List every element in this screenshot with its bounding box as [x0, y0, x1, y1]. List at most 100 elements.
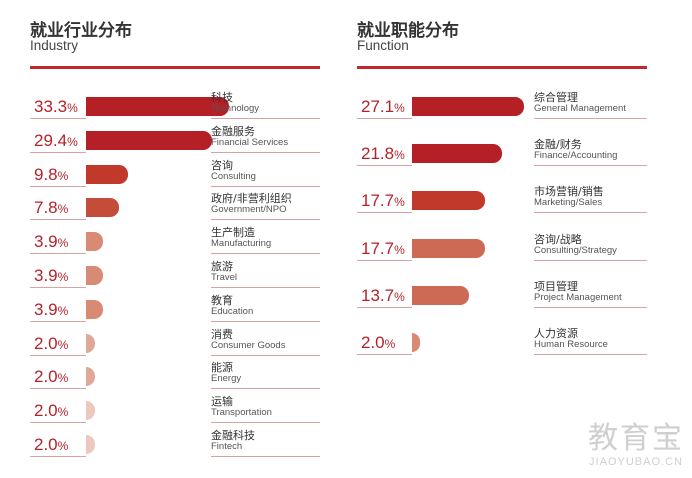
category-label-cn: 消费 [211, 327, 233, 341]
category-label-cn: 咨询 [211, 158, 233, 172]
function-row: 17.7% 市场营销/销售 Marketing/Sales [357, 185, 647, 216]
function-row: 27.1% 综合管理 General Management [357, 91, 647, 122]
category-label-en: Consulting/Strategy [534, 244, 617, 256]
data-label: 3.9% [34, 231, 68, 254]
row-divider [211, 151, 320, 153]
function-row: 17.7% 咨询/战略 Consulting/Strategy [357, 233, 647, 264]
data-label-value: 2.0 [361, 333, 385, 352]
row-divider [534, 259, 647, 261]
category-label-cn: 能源 [211, 361, 233, 375]
data-label: 2.0% [34, 400, 68, 423]
data-label-unit: % [57, 202, 69, 217]
row-divider [211, 219, 320, 221]
category-label-cn: 金融/财务 [534, 138, 582, 152]
data-label-value: 17.7 [361, 238, 395, 258]
industry-row: 9.8% 咨询 Consulting [30, 159, 320, 190]
bar [412, 97, 524, 116]
data-label: 33.3% [34, 96, 78, 119]
industry-subtitle: Industry [30, 38, 79, 53]
data-label-value: 7.8 [34, 198, 58, 218]
category-label-cn: 旅游 [211, 260, 233, 273]
category-label-cn: 生产制造 [211, 226, 255, 240]
bar [86, 367, 95, 387]
bar [412, 144, 503, 164]
data-label-unit: % [67, 101, 78, 115]
row-divider [211, 118, 320, 119]
data-label: 17.7% [361, 190, 405, 213]
category-label-cn: 教育 [211, 293, 233, 307]
bar [412, 333, 421, 352]
row-divider [534, 212, 647, 214]
bar [86, 435, 95, 454]
category-label-cn: 政府/非营利组织 [211, 192, 292, 206]
category-label-en: Human Resource [534, 339, 608, 350]
data-label-unit: % [57, 303, 69, 318]
data-label-value: 29.4 [34, 130, 68, 150]
industry-row: 2.0% 能源 Energy [30, 361, 320, 392]
data-label-value: 21.8 [361, 144, 395, 164]
bar [86, 401, 95, 421]
industry-row: 2.0% 金融科技 Fintech [30, 429, 320, 460]
data-label-value: 17.7 [361, 191, 395, 211]
data-label-value: 2.0 [34, 367, 58, 387]
row-divider [211, 287, 320, 288]
data-label-unit: % [394, 101, 405, 115]
function-subtitle: Function [357, 38, 409, 53]
category-label-en: Education [211, 305, 254, 317]
category-label-cn: 运输 [211, 395, 233, 409]
data-label: 7.8% [34, 197, 68, 220]
data-label: 9.8% [34, 164, 68, 187]
industry-row: 3.9% 生产制造 Manufacturing [30, 226, 320, 257]
data-label-unit: % [57, 270, 69, 284]
category-label-en: Energy [211, 373, 242, 385]
row-divider [30, 185, 86, 187]
category-label-en: Transportation [211, 407, 272, 419]
data-label-unit: % [394, 242, 405, 257]
data-label: 29.4% [34, 130, 78, 153]
category-label-en: Finance/Accounting [534, 150, 618, 162]
row-divider [30, 287, 86, 288]
row-divider [534, 306, 647, 308]
category-label-en: Government/NPO [211, 204, 287, 216]
category-label-en: Fintech [211, 441, 243, 452]
row-divider [211, 320, 320, 322]
data-label-unit: % [394, 195, 405, 210]
row-divider [30, 320, 86, 322]
industry-title: 就业行业分布 [30, 21, 132, 41]
row-divider [211, 422, 320, 424]
bar [86, 232, 103, 252]
row-divider [357, 259, 412, 261]
row-divider [30, 219, 86, 221]
bar [412, 238, 486, 258]
row-divider [357, 354, 412, 355]
data-label: 2.0% [34, 366, 68, 389]
category-label-cn: 金融科技 [211, 429, 255, 442]
bar [86, 97, 229, 116]
row-divider [357, 212, 412, 214]
industry-top-rule [30, 66, 320, 69]
data-label-unit: % [57, 371, 69, 386]
function-top-rule [357, 66, 647, 69]
industry-row: 2.0% 运输 Transportation [30, 395, 320, 426]
bar [86, 198, 120, 218]
category-label-cn: 金融服务 [211, 124, 255, 138]
bar [412, 191, 486, 211]
category-label-cn: 市场营销/销售 [534, 185, 604, 199]
function-row: 2.0% 人力资源 Human Resource [357, 327, 647, 358]
data-label-unit: % [57, 405, 69, 420]
category-label-en: Financial Services [211, 136, 289, 148]
category-label-en: Technology [211, 103, 260, 114]
watermark-en: JIAOYUBAO.CN [589, 456, 683, 468]
category-label-en: Marketing/Sales [534, 197, 603, 209]
data-label: 13.7% [361, 285, 405, 308]
data-label-value: 2.0 [34, 333, 58, 353]
data-label-unit: % [57, 236, 69, 251]
row-divider [357, 165, 412, 167]
data-label-unit: % [67, 134, 78, 149]
row-divider [30, 151, 86, 153]
industry-row: 3.9% 旅游 Travel [30, 260, 320, 291]
data-label-value: 3.9 [34, 299, 58, 319]
watermark-cn: 教育宝 [588, 421, 684, 456]
row-divider [357, 118, 412, 119]
bar [86, 333, 95, 353]
